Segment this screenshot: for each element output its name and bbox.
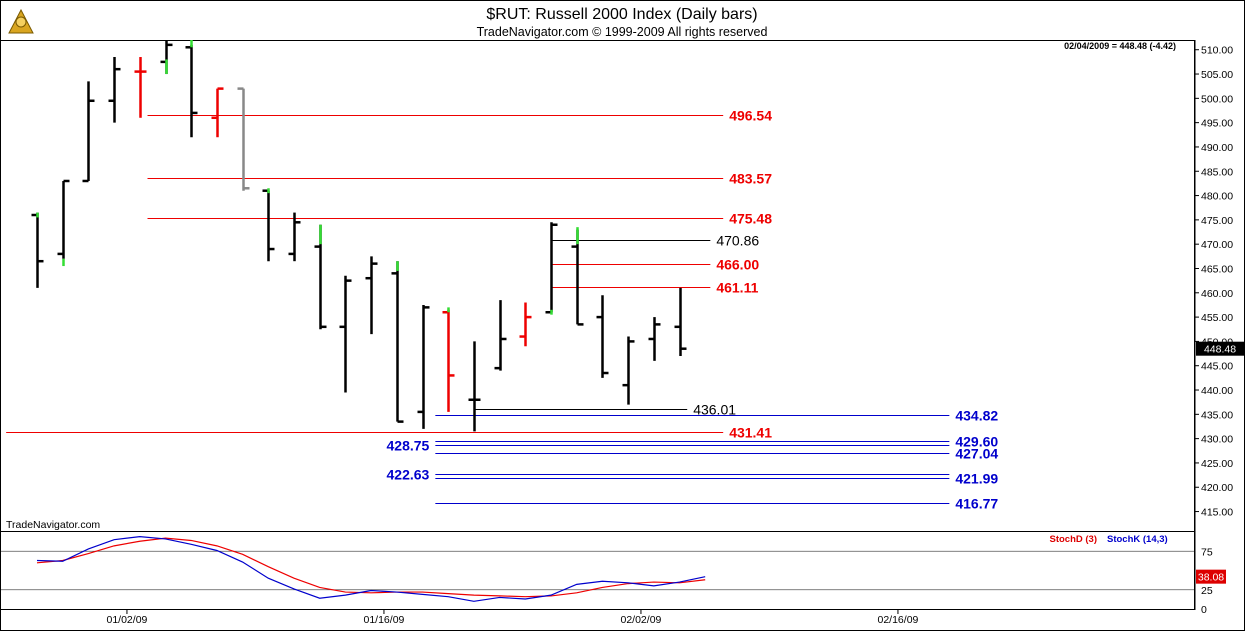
stoch-line bbox=[36, 537, 706, 598]
stoch-k-legend: StochK (14,3) bbox=[1107, 534, 1168, 545]
level-label: 421.99 bbox=[955, 471, 998, 487]
stoch-axis-label: 25 bbox=[1201, 585, 1213, 597]
level-label: 466.00 bbox=[716, 257, 759, 273]
level-label: 431.41 bbox=[729, 425, 772, 441]
level-label: 434.82 bbox=[955, 408, 998, 424]
date-axis: 01/02/09 01/16/09 02/02/09 02/16/09 bbox=[107, 610, 919, 626]
level-label: 428.75 bbox=[387, 438, 430, 454]
price-axis-label: 445.00 bbox=[1201, 361, 1233, 373]
price-axis-label: 455.00 bbox=[1201, 312, 1233, 324]
level-label: 483.57 bbox=[729, 171, 772, 187]
price-axis-label: 435.00 bbox=[1201, 409, 1233, 421]
price-readout: 02/04/2009 = 448.48 (-4.42) bbox=[1064, 41, 1176, 51]
stoch-value-box bbox=[1196, 569, 1226, 584]
level-label: 416.77 bbox=[955, 496, 998, 512]
date-axis-label: 01/16/09 bbox=[364, 614, 405, 626]
price-axis-label: 485.00 bbox=[1201, 166, 1233, 178]
chart-title: $RUT: Russell 2000 Index (Daily bars) bbox=[486, 6, 757, 23]
price-axis-label: 440.00 bbox=[1201, 385, 1233, 397]
level-label: 422.63 bbox=[387, 467, 430, 483]
price-axis-label: 415.00 bbox=[1201, 507, 1233, 519]
chart-subtitle: TradeNavigator.com © 1999-2009 All right… bbox=[477, 25, 768, 39]
level-label: 496.54 bbox=[729, 108, 772, 124]
watermark: TradeNavigator.com bbox=[6, 519, 100, 531]
level-label: 429.60 bbox=[955, 434, 998, 450]
price-axis-label: 470.00 bbox=[1201, 239, 1233, 251]
price-axis-label: 420.00 bbox=[1201, 482, 1233, 494]
level-lines: 496.54 483.57 475.48 470.86 466.00 461.11 436.… bbox=[6, 108, 998, 512]
stoch-axis-label: 0 bbox=[1201, 604, 1207, 616]
level-label: 470.86 bbox=[716, 233, 759, 249]
price-axis-label: 490.00 bbox=[1201, 142, 1233, 154]
stoch-d-legend: StochD (3) bbox=[1050, 534, 1098, 545]
stoch-axis-label: 75 bbox=[1201, 546, 1213, 558]
sextant-logo bbox=[8, 8, 34, 34]
last-price-label: 448.48 bbox=[1204, 344, 1236, 356]
stoch-line bbox=[36, 536, 706, 602]
date-axis-label: 01/02/09 bbox=[107, 614, 148, 626]
level-label: 461.11 bbox=[716, 280, 758, 296]
price-axis-label: 465.00 bbox=[1201, 263, 1233, 275]
stoch-value-label: 38.08 bbox=[1198, 572, 1224, 584]
price-axis-label: 430.00 bbox=[1201, 434, 1233, 446]
price-axis-label: 510.00 bbox=[1201, 45, 1233, 57]
level-label: 436.01 bbox=[693, 402, 736, 418]
price-axis-label: 460.00 bbox=[1201, 288, 1233, 300]
price-axis-label: 425.00 bbox=[1201, 458, 1233, 470]
level-label: 427.04 bbox=[955, 446, 998, 462]
price-axis-label: 495.00 bbox=[1201, 118, 1233, 130]
price-panel bbox=[0, 40, 1195, 532]
price-axis: 510.00 505.00 500.00 495.00 490.00 485.00 480.… bbox=[1195, 45, 1244, 519]
price-axis-label: 480.00 bbox=[1201, 191, 1233, 203]
level-label: 475.48 bbox=[729, 211, 772, 227]
stochastic-panel bbox=[0, 531, 1195, 610]
price-axis-label: 505.00 bbox=[1201, 69, 1233, 81]
ohlc-bars bbox=[31, 40, 687, 432]
stochastic-lines: 75 25 0 38.08 bbox=[1, 536, 1226, 616]
price-axis-label: 475.00 bbox=[1201, 215, 1233, 227]
last-price-box bbox=[1196, 341, 1244, 356]
price-axis-label: 500.00 bbox=[1201, 93, 1233, 105]
date-axis-label: 02/02/09 bbox=[621, 614, 662, 626]
date-axis-label: 02/16/09 bbox=[878, 614, 919, 626]
